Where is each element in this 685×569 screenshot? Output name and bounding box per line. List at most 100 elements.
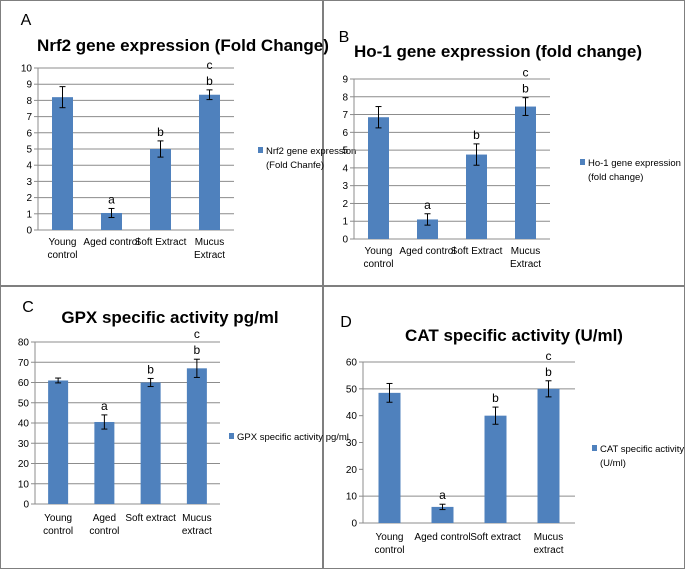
panel-a-category-label: Extract (194, 250, 225, 261)
panel-c-bar (140, 382, 161, 504)
panel-b-category-label: Aged control (399, 246, 455, 257)
panel-c-category-label: Aged (93, 513, 116, 524)
panel-a-bar (52, 97, 73, 230)
panel-c-category-label: extract (182, 526, 212, 537)
panel-c-bar (48, 380, 69, 504)
panel-c-legend-swatch (229, 433, 234, 439)
panel-b-legend-swatch (580, 159, 585, 165)
panel-c-category-label: Young (44, 513, 72, 524)
panel-c-title: GPX specific activity pg/ml (61, 308, 278, 327)
panel-a-category-label: Young (49, 237, 77, 248)
panel-d-legend-label: (U/ml) (600, 458, 626, 469)
panel-a-bar (199, 94, 220, 230)
panel-a-y-tick-label: 9 (26, 80, 32, 91)
panel-a-y-tick-label: 1 (26, 209, 32, 220)
panel-a-y-tick-label: 3 (26, 177, 32, 188)
panel-a-legend-swatch (258, 147, 263, 153)
panel-d-significance-label: b (545, 365, 552, 379)
panel-b-legend-label: (fold change) (588, 172, 643, 183)
panel-a-bar (101, 212, 122, 230)
panel-d-bar (484, 415, 507, 523)
panel-b-y-tick-label: 3 (342, 181, 348, 192)
panel-b-significance-label: a (424, 198, 431, 212)
panel-b-y-tick-label: 9 (342, 75, 348, 86)
panel-a-y-tick-label: 5 (26, 145, 32, 156)
panel-b-category-label: control (363, 259, 393, 270)
panel-c-y-tick-label: 50 (18, 398, 30, 409)
panel-b-y-tick-label: 6 (342, 128, 348, 139)
panel-b-y-tick-label: 7 (342, 110, 348, 121)
panel-c-category-label: Soft extract (125, 513, 176, 524)
panel-a-y-tick-label: 10 (21, 64, 33, 75)
panel-c-significance-label: b (147, 362, 154, 376)
panel-a-y-tick-label: 7 (26, 112, 32, 123)
panel-a-y-tick-label: 6 (26, 128, 32, 139)
panel-divider-horizontal (0, 285, 685, 287)
panel-c-y-tick-label: 10 (18, 479, 30, 490)
panel-c-y-tick-label: 70 (18, 358, 30, 369)
panel-c-significance-label: b (194, 343, 201, 357)
panel-d-bar (378, 392, 401, 523)
panel-b-significance-label: c (523, 66, 529, 80)
panel-a-y-tick-label: 8 (26, 96, 32, 107)
panel-b-category-label: Extract (510, 259, 541, 270)
panel-c-y-tick-label: 60 (18, 378, 30, 389)
panel-c-y-tick-label: 0 (23, 500, 29, 511)
panel-a-legend-label: Nrf2 gene expression (266, 146, 356, 157)
panel-b-category-label: Mucus (511, 246, 540, 257)
panel-b-bar (515, 106, 536, 239)
panel-c-category-label: control (43, 526, 73, 537)
panel-b-y-tick-label: 1 (342, 217, 348, 228)
panel-b-bar (466, 154, 487, 239)
panel-d-y-tick-label: 50 (346, 384, 358, 395)
panel-d-y-tick-label: 20 (346, 465, 358, 476)
panel-a-category-label: Mucus (195, 237, 224, 248)
panel-c-category-label: Mucus (182, 513, 211, 524)
panel-d-significance-label: b (492, 391, 499, 405)
panel-a-y-tick-label: 2 (26, 193, 32, 204)
panel-d-significance-label: c (546, 349, 552, 363)
panel-d-category-label: Mucus (534, 532, 563, 543)
panel-a-bar (150, 149, 171, 230)
panel-b-category-label: Young (365, 246, 393, 257)
panel-c-category-label: control (89, 526, 119, 537)
panel-c-y-tick-label: 20 (18, 459, 30, 470)
figure-border-left (0, 0, 1, 569)
panel-b-category-label: Soft Extract (451, 246, 503, 257)
panel-a-category-label: Aged control (83, 237, 139, 248)
panel-a-legend-label: (Fold Chanfe) (266, 160, 324, 171)
panel-a-category-label: control (47, 250, 77, 261)
panel-b-y-tick-label: 5 (342, 146, 348, 157)
panel-d-category-label: Aged control (414, 532, 470, 543)
panel-c-bar (94, 421, 115, 504)
panel-c-legend-label: GPX specific activity pg/ml (237, 432, 349, 443)
panel-c-y-tick-label: 30 (18, 439, 30, 450)
panel-d-y-tick-label: 10 (346, 492, 358, 503)
panel-divider-vertical (322, 0, 324, 569)
panel-d-category-label: extract (533, 545, 563, 556)
panel-d-legend-swatch (592, 445, 597, 451)
panel-b-bar (368, 117, 389, 239)
panel-b-y-tick-label: 4 (342, 163, 348, 174)
panel-b-y-tick-label: 2 (342, 199, 348, 210)
panel-d-bar (431, 506, 454, 523)
panel-a-significance-label: b (206, 74, 213, 88)
panel-c-bar (186, 368, 207, 504)
panel-b-significance-label: b (522, 82, 529, 96)
panel-d-significance-label: a (439, 488, 446, 502)
panel-d-y-tick-label: 60 (346, 358, 358, 369)
panel-a-significance-label: c (207, 58, 213, 72)
panel-a-letter: A (21, 12, 32, 29)
panel-a-category-label: Soft Extract (135, 237, 187, 248)
panel-d-title: CAT specific activity (U/ml) (405, 326, 623, 345)
panel-d-category-label: control (374, 545, 404, 556)
panel-c-significance-label: c (194, 327, 200, 341)
panel-b-y-tick-label: 0 (342, 235, 348, 246)
panel-b-y-tick-label: 8 (342, 92, 348, 103)
panel-d-category-label: Young (376, 532, 404, 543)
panel-d-bar (537, 388, 560, 523)
panel-d-category-label: Soft extract (470, 532, 521, 543)
panel-a-significance-label: b (157, 125, 164, 139)
